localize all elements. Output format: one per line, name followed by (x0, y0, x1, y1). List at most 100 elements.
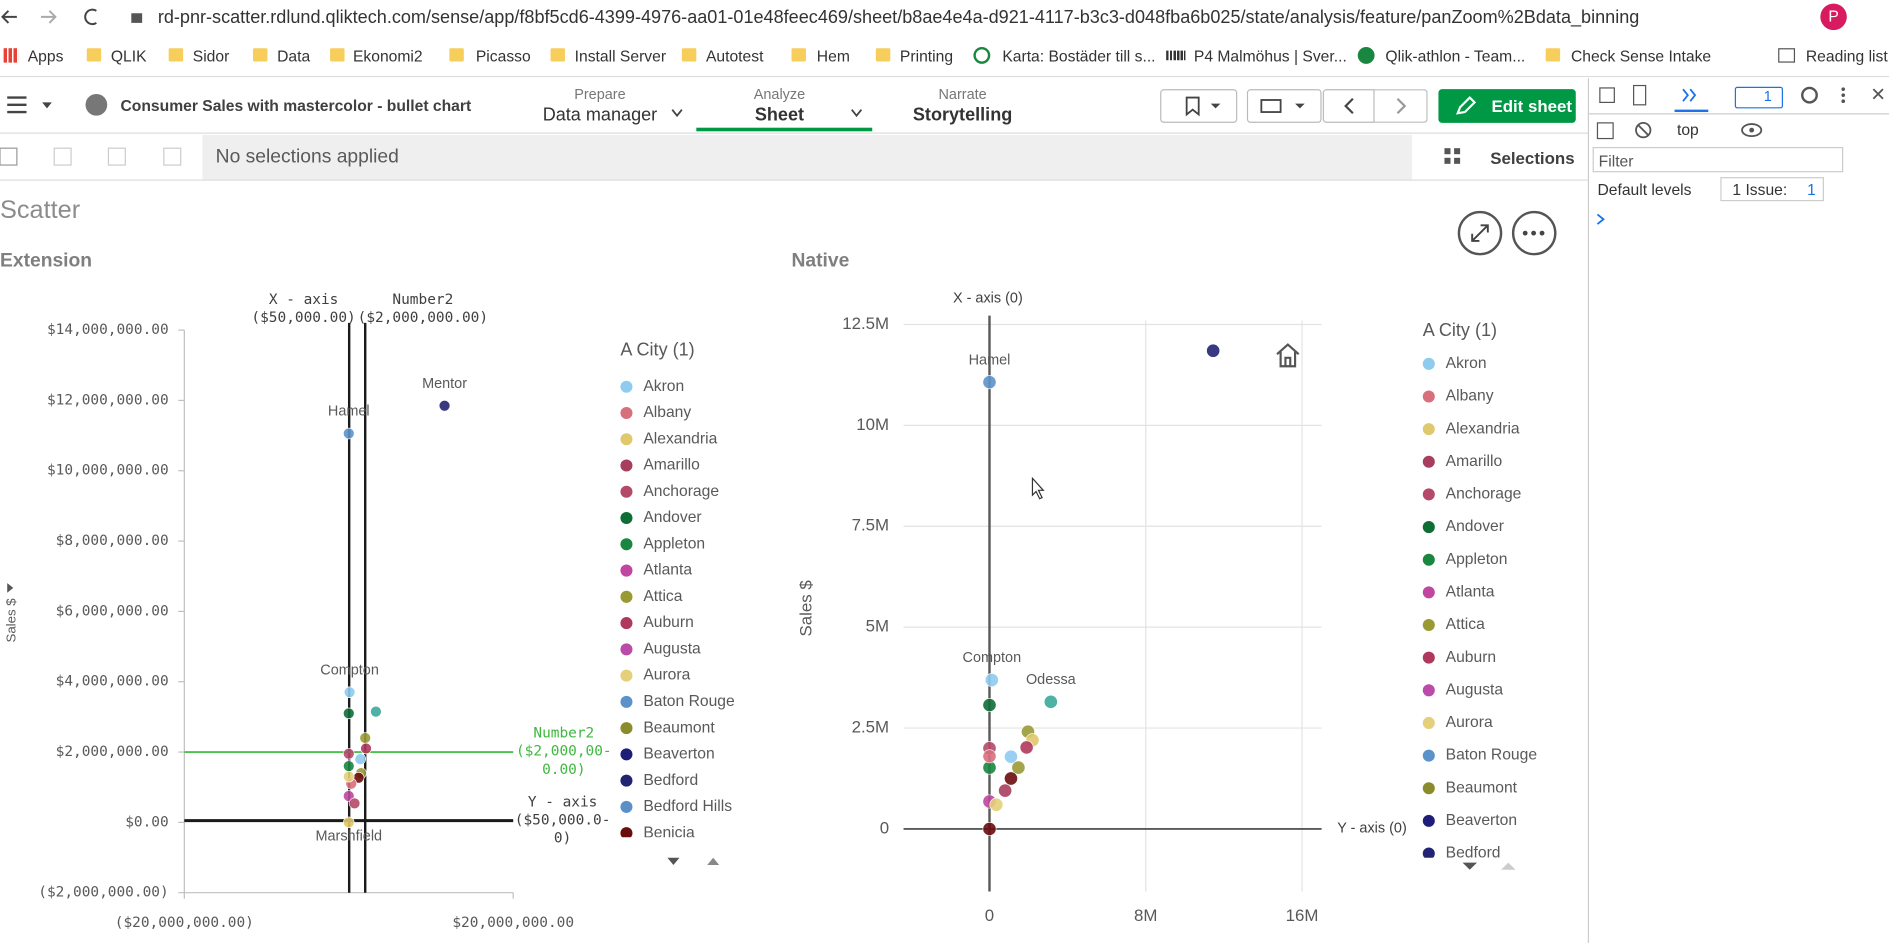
context-select[interactable]: top (1676, 120, 1699, 139)
legend-label: Alexandria (643, 430, 717, 447)
site-icon (973, 46, 991, 64)
bookmark[interactable]: Data (277, 46, 311, 66)
url[interactable]: rd-pnr-scatter.rdlund.qliktech.com/sense… (157, 7, 1640, 28)
qlik-toolbar (0, 78, 1588, 134)
data-point (1011, 760, 1026, 775)
legend-scroll[interactable] (663, 853, 723, 870)
sheet-title: Scatter (0, 196, 81, 225)
legend-marker (1422, 423, 1435, 436)
folder-icon (681, 48, 697, 62)
data-point (1043, 694, 1058, 709)
data-point (354, 753, 366, 765)
bookmark[interactable]: Karta: Bostäder till s... (1002, 46, 1156, 66)
filter-input[interactable] (1592, 146, 1844, 173)
scatter-chart: Extension Sales $ ($2,000,000.00) $0.00 $2,0… (0, 251, 735, 931)
data-point (1004, 771, 1018, 786)
legend-scroll[interactable] (1458, 858, 1518, 875)
issues-badge-count[interactable]: 1 (1763, 87, 1772, 105)
reload-button[interactable] (84, 8, 97, 26)
issues-button[interactable] (1720, 177, 1824, 202)
bookmark[interactable]: Apps (27, 46, 64, 66)
legend-label: Attica (1446, 616, 1485, 633)
legend-marker (620, 380, 633, 393)
reading-list-icon (1778, 48, 1796, 63)
levels-select[interactable]: Default levels (1597, 180, 1692, 199)
prev-sheet-button[interactable] (1322, 89, 1375, 123)
bookmark[interactable]: QLIK (110, 46, 147, 66)
issues-count[interactable]: 1 (1807, 180, 1816, 199)
selections-icon (1444, 148, 1461, 164)
issues-label[interactable]: 1 Issue: (1732, 180, 1788, 199)
bookmark[interactable]: Hem (816, 46, 850, 66)
panel-toggle[interactable] (0, 578, 17, 597)
chart-title: Native (792, 251, 850, 272)
next-sheet-button[interactable] (1374, 89, 1428, 123)
filter-placeholder[interactable]: Filter (1598, 151, 1634, 170)
folder-icon (1545, 48, 1561, 62)
legend-marker (620, 800, 633, 813)
profile-avatar[interactable]: P (1820, 3, 1847, 31)
forward-button[interactable] (40, 10, 57, 24)
point-label: Odessa (1026, 672, 1077, 688)
legend-label: Aurora (643, 667, 690, 684)
data-point (982, 375, 997, 390)
bookmark[interactable]: Install Server (574, 46, 667, 66)
bookmark[interactable]: Check Sense Intake (1570, 46, 1712, 66)
y-tick-label: $0.00 (125, 814, 168, 830)
home-button[interactable] (1275, 342, 1302, 369)
site-icon (1357, 46, 1375, 64)
tab-label[interactable]: Storytelling (912, 104, 1013, 126)
legend-label: Auburn (643, 614, 694, 631)
bookmark[interactable]: P4 Malmöhus | Sver... (1193, 46, 1347, 66)
point-label: Hamel (969, 352, 1011, 368)
legend-label: Amarillo (643, 457, 700, 474)
bookmark-button[interactable] (1160, 89, 1238, 123)
legend-marker (1422, 684, 1435, 697)
y-tick-label: $14,000,000.00 (47, 322, 169, 338)
y-tick-label: $6,000,000.00 (56, 603, 169, 619)
hamburger[interactable] (7, 96, 27, 114)
device-button[interactable] (1246, 89, 1322, 123)
legend-label: Akron (643, 378, 684, 395)
bookmark[interactable]: Printing (899, 46, 954, 66)
data-point (1206, 343, 1221, 358)
reference-line-label: Y - axis (528, 794, 598, 810)
x-tick-label: $20,000,000.00 (452, 915, 574, 931)
data-point (343, 816, 355, 829)
data-point (989, 797, 1004, 812)
menu-caret[interactable] (42, 102, 52, 109)
expand-button[interactable] (1457, 210, 1503, 256)
edit-sheet-label[interactable]: Edit sheet (1491, 96, 1573, 116)
tab-caption: Analyze (753, 85, 806, 103)
y-tick-label: $8,000,000.00 (56, 533, 169, 549)
more-button[interactable] (1511, 210, 1557, 256)
tab-carets (671, 109, 863, 118)
legend-marker (1422, 847, 1435, 858)
nav-icons (1, 8, 143, 26)
x-tick-label: 8M (1134, 906, 1157, 925)
pencil-icon (1455, 96, 1477, 115)
legend-marker (620, 433, 633, 446)
issues-badge[interactable] (1734, 86, 1783, 109)
reference-line-label: Number2 (533, 726, 594, 742)
legend-marker (1422, 390, 1435, 403)
bookmark[interactable]: Ekonomi2 (352, 46, 423, 66)
bookmark[interactable]: Sidor (192, 46, 230, 66)
selections-button[interactable]: Selections (1490, 148, 1575, 168)
data-point (343, 686, 356, 698)
bookmark[interactable]: Autotest (705, 46, 764, 66)
app-icon (85, 93, 108, 116)
data-point (982, 822, 997, 836)
tab-label[interactable]: Data manager (542, 104, 658, 126)
active-tab-underline (696, 127, 873, 132)
data-point (343, 707, 355, 720)
legend-marker (1422, 521, 1435, 534)
y-tick-label: 0 (880, 818, 889, 837)
tab-label[interactable]: Sheet (754, 104, 805, 126)
y-axis-title: Sales $ (797, 580, 816, 637)
bookmark[interactable]: Qlik-athlon - Team... (1385, 46, 1526, 66)
bookmark[interactable]: Picasso (475, 46, 531, 66)
reading-list[interactable]: Reading list (1805, 46, 1888, 66)
back-button[interactable] (1, 10, 17, 24)
